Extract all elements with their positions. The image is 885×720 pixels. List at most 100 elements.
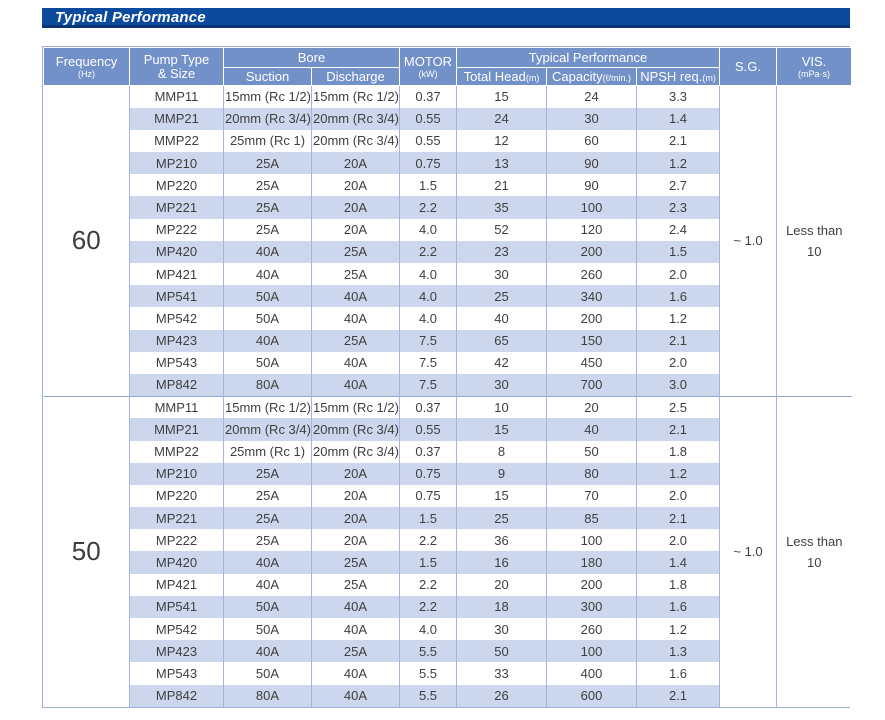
capacity-cell: 200 [546,307,637,330]
total-head-cell: 16 [456,551,547,574]
suction-bore-cell: 25A [223,152,312,175]
motor-kw-cell: 7.5 [399,351,457,374]
discharge-bore-cell: 20mm (Rc 3/4) [311,107,400,130]
motor-kw-cell: 0.37 [399,85,457,108]
total-head-cell: 35 [456,196,547,219]
npsh-cell: 1.4 [635,107,721,130]
table-row: 50 MMP11 15mm (Rc 1/2) 15mm (Rc 1/2) 0.37 10 2… [43,395,852,707]
discharge-bore-cell: 20A [311,462,400,485]
section-title: Typical Performance [55,9,206,26]
pump-type-cell: MP221 [129,196,224,219]
suction-bore-cell: 25A [223,196,312,219]
npsh-cell: 2.4 [635,218,721,241]
capacity-cell: 80 [546,462,637,485]
table-row: MP221 25A 20A 1.5 25 85 2.1 [44,507,852,530]
table-row: MP210 25A 20A 0.75 13 90 1.2 [44,152,852,175]
discharge-bore-cell: 20A [311,507,400,530]
npsh-cell: 2.5 [635,395,721,419]
pump-type-cell: MP541 [129,285,224,308]
motor-kw-cell: 4.0 [399,263,457,286]
total-head-cell: 25 [456,285,547,308]
discharge-bore-cell: 25A [311,263,400,286]
capacity-cell: 30 [546,107,637,130]
table-row: MP541 50A 40A 2.2 18 300 1.6 [44,595,852,618]
pump-type-cell: MP221 [129,507,224,530]
pump-type-cell: MP842 [129,684,224,707]
discharge-bore-cell: 15mm (Rc 1/2) [311,85,400,108]
capacity-cell: 340 [546,285,637,308]
discharge-bore-cell: 25A [311,573,400,596]
table-row: MP543 50A 40A 7.5 42 450 2.0 [44,351,852,374]
total-head-cell: 18 [456,595,547,618]
capacity-cell: 70 [546,484,637,508]
total-head-cell: 30 [456,618,547,641]
sg-cell: ~ 1.0 [719,395,778,707]
npsh-cell: 3.0 [635,373,721,397]
table-row: MP420 40A 25A 2.2 23 200 1.5 [44,240,852,263]
motor-kw-cell: 5.5 [399,684,457,707]
table-row: MP222 25A 20A 4.0 52 120 2.4 [44,218,852,241]
capacity-cell: 180 [546,551,637,574]
suction-bore-cell: 80A [223,373,312,397]
suction-bore-cell: 15mm (Rc 1/2) [223,85,312,108]
suction-bore-cell: 80A [223,684,312,707]
table-row: MMP21 20mm (Rc 3/4) 20mm (Rc 3/4) 0.55 15 40 2… [44,418,852,441]
col-header-total-head: Total Head(m) [456,67,547,86]
performance-table: Frequency (Hz) Pump Type & Size Bore MOT… [43,47,853,707]
table-row: MP421 40A 25A 4.0 30 260 2.0 [44,263,852,286]
suction-bore-cell: 50A [223,662,312,685]
vis-value-line2: 10 [807,243,822,259]
total-head-cell: 26 [456,684,547,707]
discharge-bore-cell: 20A [311,174,400,197]
pump-type-cell: MP421 [129,263,224,286]
npsh-cell: 1.4 [635,551,721,574]
pump-type-cell: MP542 [129,307,224,330]
section-title-bar: Typical Performance [42,8,850,28]
motor-kw-cell: 7.5 [399,373,457,397]
total-head-cell: 52 [456,218,547,241]
discharge-bore-cell: 20A [311,484,400,508]
capacity-cell: 300 [546,595,637,618]
pump-type-cell: MMP22 [129,440,224,463]
table-row: MP421 40A 25A 2.2 20 200 1.8 [44,573,852,596]
total-head-cell: 10 [456,395,547,419]
table-row: MP222 25A 20A 2.2 36 100 2.0 [44,529,852,552]
npsh-cell: 1.2 [635,462,721,485]
npsh-cell: 1.3 [635,640,721,663]
total-head-cell: 50 [456,640,547,663]
capacity-cell: 100 [546,640,637,663]
discharge-bore-cell: 20A [311,152,400,175]
total-head-cell: 33 [456,662,547,685]
total-head-cell: 40 [456,307,547,330]
pump-type-cell: MMP21 [129,418,224,441]
col-header-sg: S.G. [719,47,778,86]
npsh-cell: 2.1 [635,129,721,153]
discharge-bore-cell: 25A [311,640,400,663]
capacity-cell: 260 [546,618,637,641]
table-header: Frequency (Hz) Pump Type & Size Bore MOT… [43,47,853,86]
discharge-bore-cell: 40A [311,307,400,330]
npsh-cell: 1.8 [635,440,721,463]
table-row: MP210 25A 20A 0.75 9 80 1.2 [44,462,852,485]
total-head-cell: 15 [456,85,547,108]
total-head-cell: 24 [456,107,547,130]
discharge-bore-cell: 40A [311,373,400,397]
pump-type-cell: MMP21 [129,107,224,130]
motor-kw-cell: 4.0 [399,618,457,641]
total-head-cell: 23 [456,240,547,263]
npsh-cell: 2.0 [635,529,721,552]
motor-kw-cell: 1.5 [399,507,457,530]
table-row: MP542 50A 40A 4.0 30 260 1.2 [44,618,852,641]
table-row: MP541 50A 40A 4.0 25 340 1.6 [44,285,852,308]
col-header-frequency: Frequency (Hz) [43,47,130,86]
suction-bore-cell: 50A [223,285,312,308]
capacity-cell: 120 [546,218,637,241]
discharge-bore-cell: 20mm (Rc 3/4) [311,440,400,463]
suction-bore-cell: 20mm (Rc 3/4) [223,418,312,441]
table-row: MP542 50A 40A 4.0 40 200 1.2 [44,307,852,330]
motor-kw-cell: 4.0 [399,285,457,308]
pump-type-cell: MP543 [129,662,224,685]
total-head-cell: 42 [456,351,547,374]
discharge-bore-cell: 40A [311,662,400,685]
suction-bore-cell: 50A [223,618,312,641]
